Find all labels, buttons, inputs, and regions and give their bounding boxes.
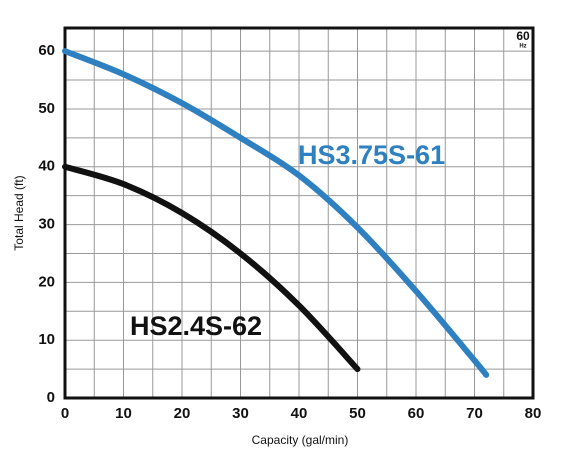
y-tick-label: 60 xyxy=(38,42,55,59)
plot-frame xyxy=(63,26,535,400)
x-tick-label: 40 xyxy=(291,405,308,422)
x-tick-label: 0 xyxy=(61,405,69,422)
series-label: HS3.75S-61 xyxy=(298,140,445,170)
y-tick-label: 20 xyxy=(38,273,55,290)
y-axis-label: Total Head (ft) xyxy=(12,175,26,250)
x-tick-label: 70 xyxy=(466,405,483,422)
x-tick-label: 80 xyxy=(525,405,542,422)
series-label: HS2.4S-62 xyxy=(130,311,262,341)
x-tick-label: 50 xyxy=(349,405,366,422)
x-axis-label: Capacity (gal/min) xyxy=(252,433,349,447)
curve xyxy=(62,48,490,378)
y-tick-label: 30 xyxy=(38,216,55,233)
y-tick-label: 40 xyxy=(38,158,55,175)
curve xyxy=(62,163,361,373)
y-tick-label: 50 xyxy=(38,100,55,117)
x-tick-label: 20 xyxy=(174,405,191,422)
badge-bottom: Hz xyxy=(519,44,526,50)
x-tick-label: 30 xyxy=(232,405,249,422)
x-tick-label: 60 xyxy=(408,405,425,422)
y-tick-label: 0 xyxy=(47,389,55,406)
badge-top: 60 xyxy=(516,29,530,43)
x-tick-label: 10 xyxy=(115,405,132,422)
y-tick-label: 10 xyxy=(38,331,55,348)
